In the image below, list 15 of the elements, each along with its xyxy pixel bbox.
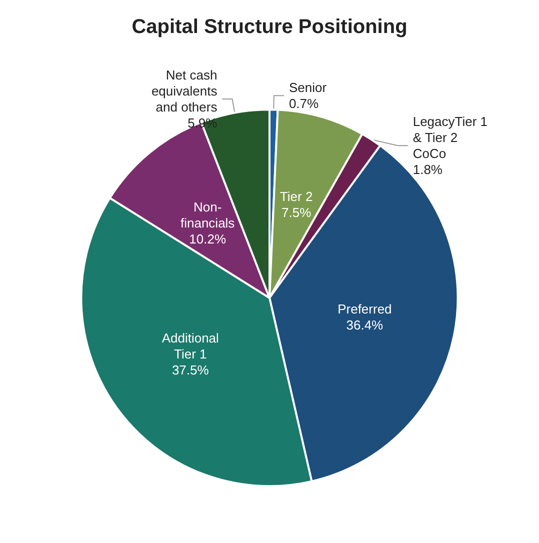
data-label: 7.5% <box>281 204 312 220</box>
data-label: 37.5% <box>172 362 210 378</box>
slice-label: Non- financials <box>180 200 236 230</box>
slice-label: Preferred <box>338 302 392 317</box>
data-label: 1.8% <box>412 162 443 178</box>
slice-label: Additional Tier 1 <box>162 330 220 362</box>
data-label: 10.2% <box>189 232 226 246</box>
slice-label: Senior <box>288 80 328 96</box>
slice-label: Tier 2 <box>280 188 313 204</box>
data-label: 5.9% <box>188 116 218 131</box>
slice-label: Net cash equivalents and others <box>151 68 218 115</box>
data-label: 36.4% <box>346 318 384 333</box>
data-label: 0.7% <box>288 96 320 112</box>
chart-title: Capital Structure Positioning <box>132 16 408 38</box>
slice-label: LegacyTier 1 & Tier 2 CoCo <box>412 114 488 162</box>
